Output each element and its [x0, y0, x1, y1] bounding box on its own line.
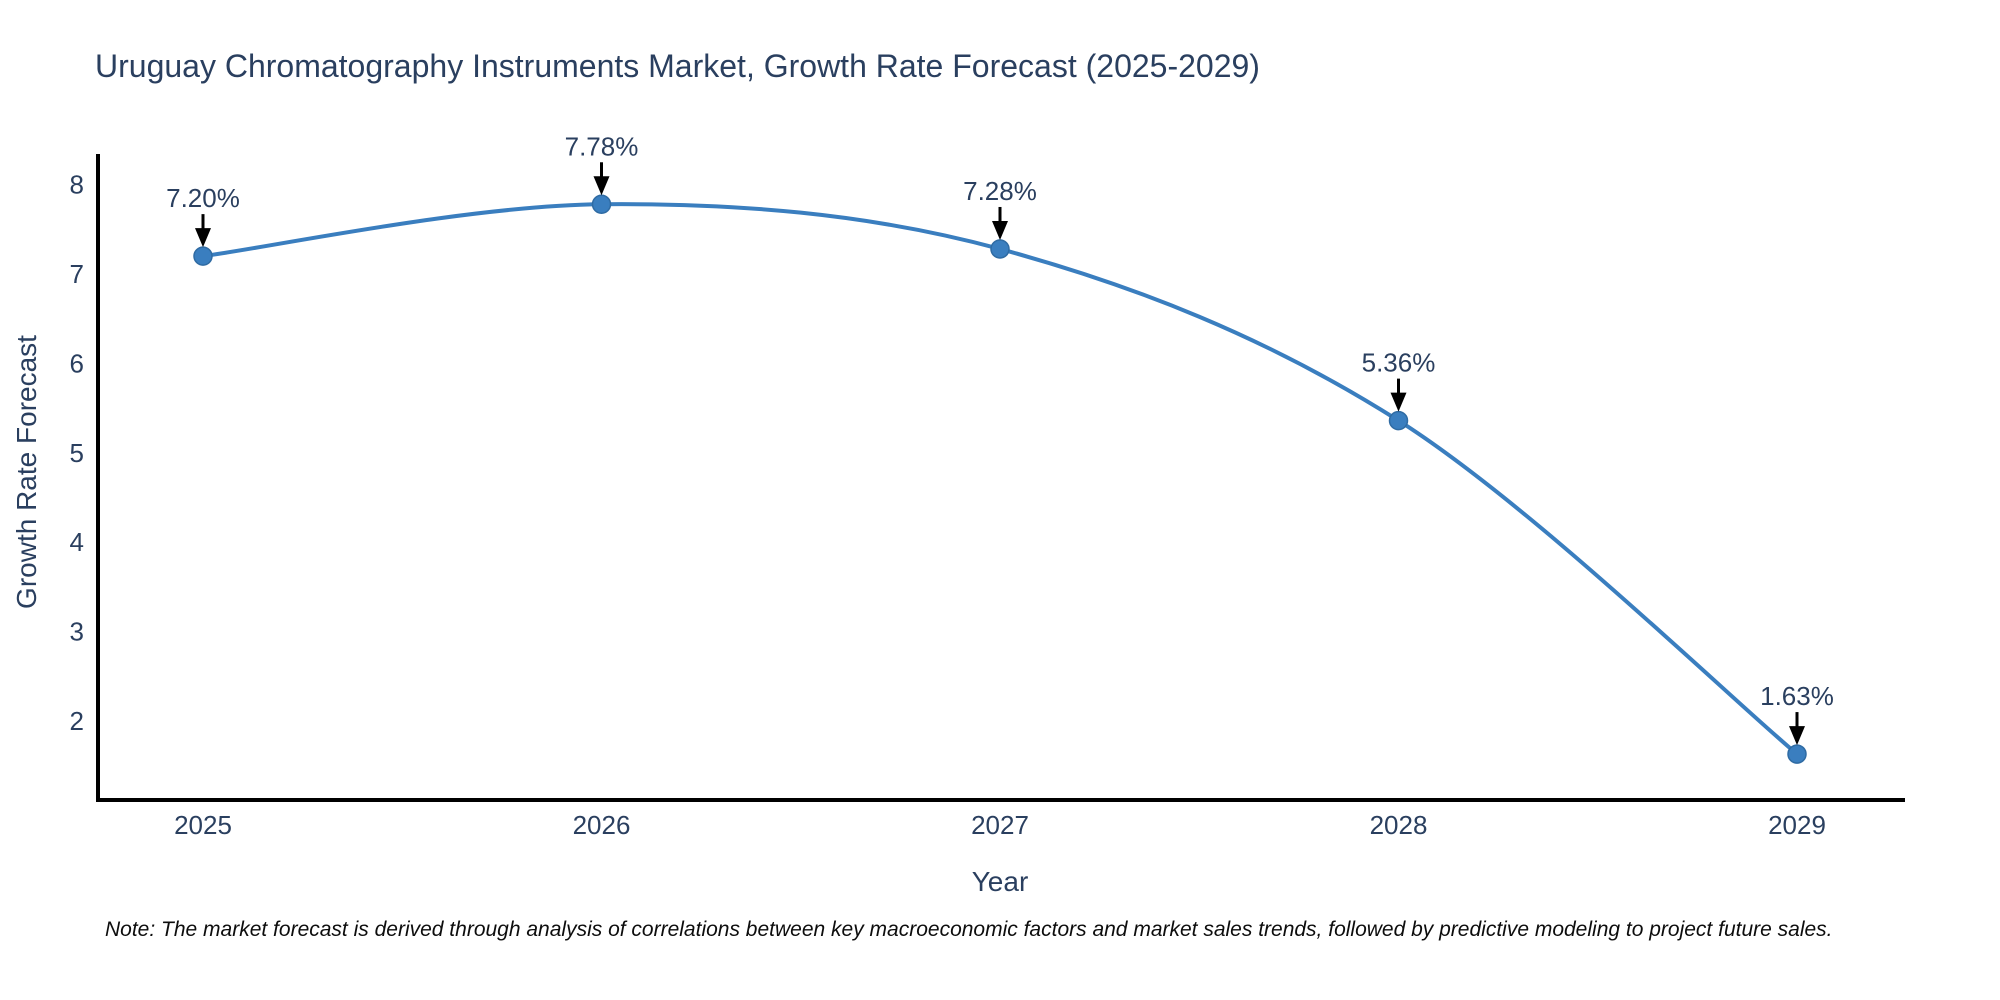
x-tick-label: 2029 [1768, 810, 1826, 840]
y-tick-label: 3 [70, 617, 84, 647]
x-tick-label: 2027 [971, 810, 1029, 840]
x-tick-label: 2026 [573, 810, 631, 840]
y-axis-title: Growth Rate Forecast [11, 335, 42, 609]
data-point-label: 7.78% [565, 131, 639, 161]
y-tick-label: 5 [70, 438, 84, 468]
data-point [1787, 744, 1807, 764]
x-axis-title: Year [972, 866, 1029, 897]
data-point [591, 194, 612, 215]
data-point [990, 239, 1010, 259]
x-tick-label: 2025 [174, 810, 232, 840]
y-tick-label: 6 [70, 348, 84, 378]
y-tick-label: 4 [70, 527, 84, 557]
annotation-arrowhead [1789, 726, 1805, 746]
data-point-label: 7.20% [166, 183, 240, 213]
x-tick-label: 2028 [1370, 810, 1428, 840]
y-tick-label: 7 [70, 259, 84, 289]
annotation-arrowhead [992, 220, 1008, 240]
annotation-arrowhead [593, 176, 610, 196]
annotation-arrowhead [1390, 392, 1407, 412]
trend-line [201, 202, 1799, 757]
data-point-label: 7.28% [963, 176, 1037, 206]
data-point [193, 246, 213, 266]
y-tick-label: 8 [70, 170, 84, 200]
chart-title: Uruguay Chromatography Instruments Marke… [95, 48, 1260, 84]
data-point [1388, 410, 1409, 431]
data-point-label: 1.63% [1760, 681, 1834, 711]
data-point-label: 5.36% [1362, 348, 1436, 378]
y-tick-label: 2 [70, 706, 84, 736]
footnote: Note: The market forecast is derived thr… [105, 918, 1833, 941]
annotation-arrowhead [195, 228, 211, 248]
